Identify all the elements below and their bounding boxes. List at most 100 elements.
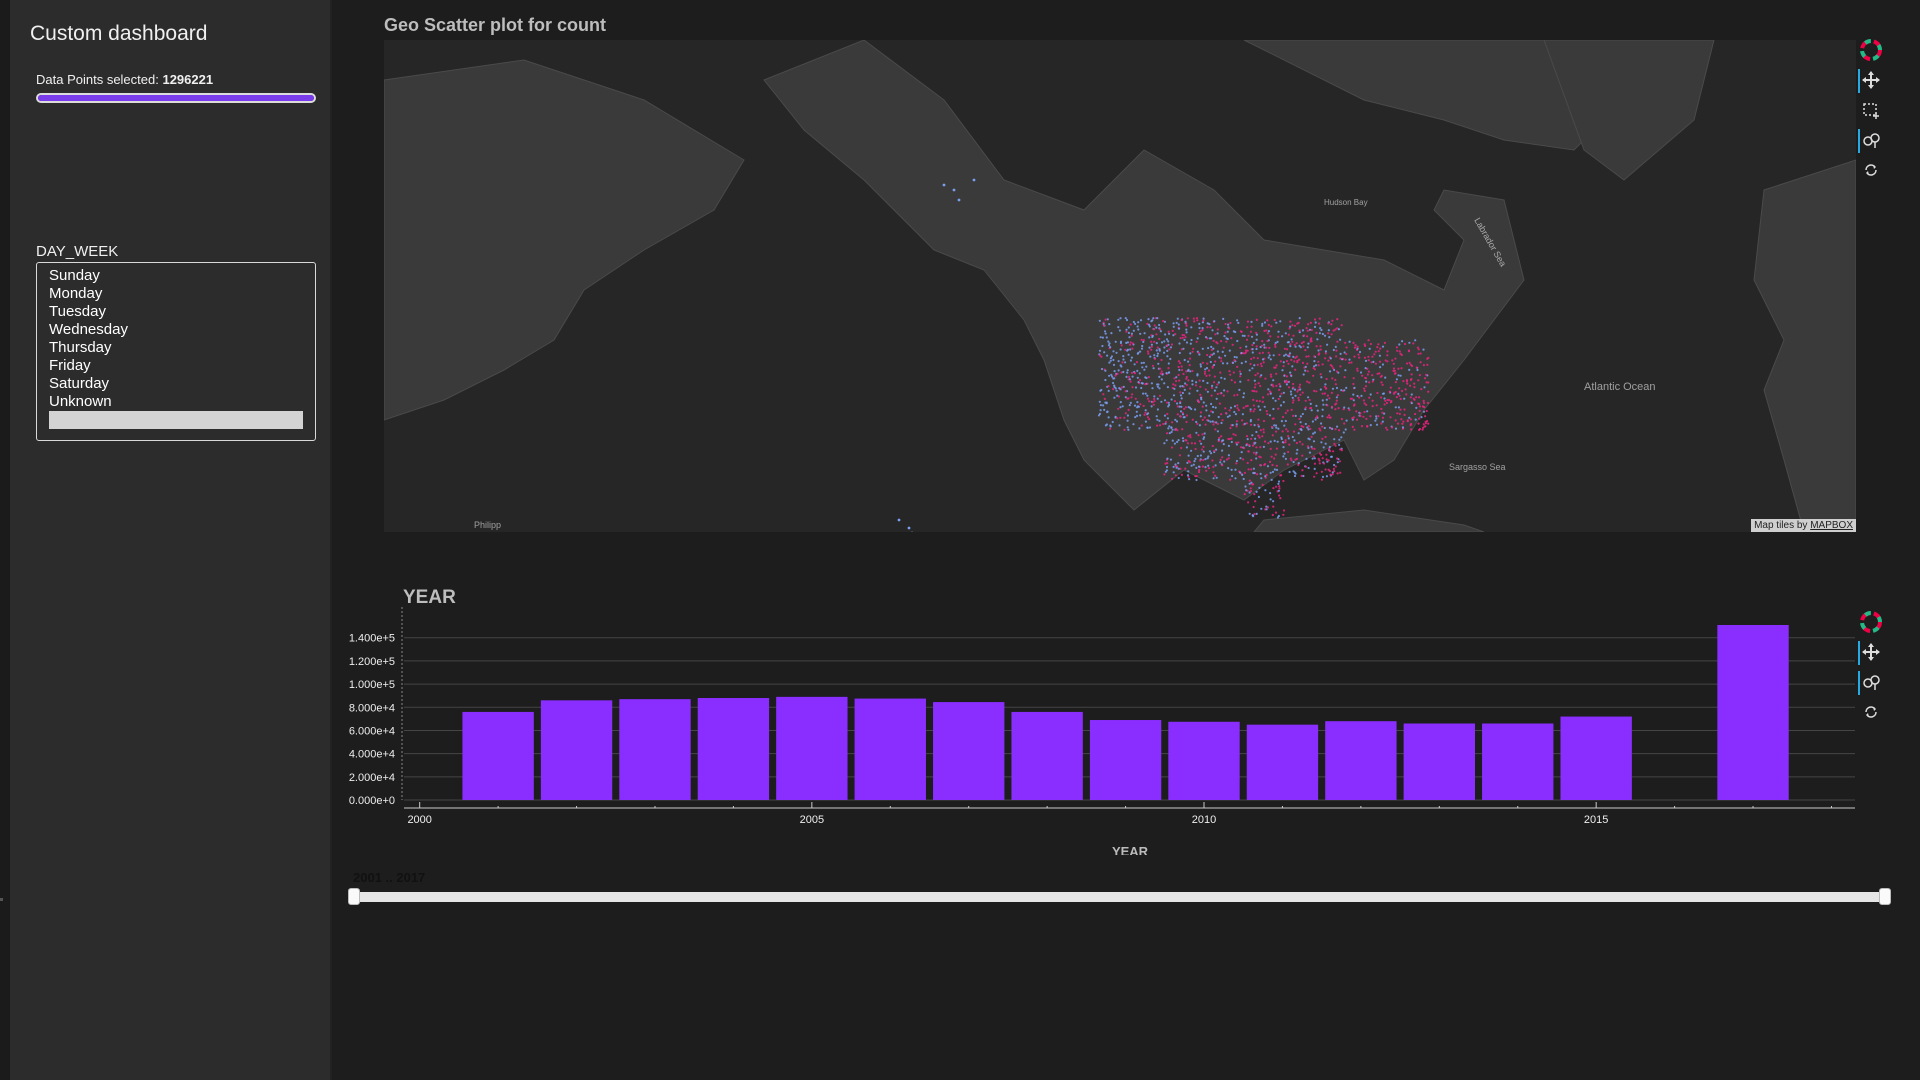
scatter-point: [1221, 464, 1224, 467]
scatter-point: [1304, 369, 1307, 372]
bar-2008[interactable]: [1011, 711, 1083, 800]
day-week-option[interactable]: Tuesday: [49, 303, 106, 320]
scatter-point: [1259, 408, 1262, 411]
pan-icon[interactable]: [1858, 67, 1884, 93]
scatter-point: [1144, 392, 1147, 395]
scatter-point: [1171, 477, 1174, 480]
scatter-point: [1213, 449, 1216, 452]
scatter-point: [1213, 363, 1216, 367]
bar-2011[interactable]: [1246, 724, 1319, 800]
day-week-option[interactable]: Monday: [49, 285, 103, 302]
scatter-point: [1293, 324, 1297, 327]
day-week-multiselect[interactable]: Sunday Monday Tuesday Wednesday Thursday Frid…: [36, 262, 316, 441]
scatter-point: [1294, 356, 1297, 359]
scatter-point: [1250, 325, 1253, 328]
reset-icon[interactable]: [1858, 699, 1884, 725]
scatter-point: [1198, 379, 1201, 382]
scatter-point: [1205, 367, 1209, 370]
scatter-point: [1259, 464, 1262, 467]
scatter-point: [1265, 473, 1268, 476]
scatter-point: [1219, 392, 1222, 395]
slider-handle-end[interactable]: [1879, 888, 1891, 905]
scatter-point: [1141, 382, 1144, 385]
bar-2010[interactable]: [1168, 721, 1240, 800]
scatter-point: [1296, 390, 1299, 393]
bar-2006[interactable]: [854, 698, 926, 800]
scatter-point: [1332, 367, 1335, 370]
scatter-point: [1315, 390, 1318, 393]
reset-icon[interactable]: [1858, 157, 1884, 183]
bar-2005[interactable]: [776, 696, 848, 800]
scatter-point: [1273, 468, 1276, 471]
box-select-icon[interactable]: [1858, 97, 1884, 123]
bar-2003[interactable]: [619, 699, 691, 800]
bokeh-logo-icon[interactable]: [1858, 37, 1884, 63]
scatter-point: [1153, 397, 1156, 401]
scatter-point: [1368, 347, 1371, 350]
europe-africa-shape: [1753, 159, 1856, 532]
scatter-point: [1130, 356, 1133, 359]
scatter-point: [1324, 468, 1327, 471]
y-tick-label: 0.000e+0: [349, 795, 395, 807]
day-week-option[interactable]: [49, 411, 303, 429]
scatter-point: [1206, 322, 1209, 325]
scatter-point: [1198, 326, 1201, 330]
bar-2007[interactable]: [933, 702, 1005, 800]
scatter-point: [1342, 408, 1345, 411]
scatter-point: [1235, 443, 1238, 446]
scatter-point: [1168, 348, 1171, 351]
scatter-point: [1261, 324, 1264, 327]
scatter-point: [1297, 321, 1300, 324]
day-week-option[interactable]: Thursday: [49, 339, 112, 356]
scatter-point: [1280, 420, 1283, 423]
scatter-point: [1175, 466, 1178, 469]
scatter-point: [1264, 489, 1267, 492]
wheel-zoom-icon[interactable]: [1858, 127, 1884, 153]
scatter-point: [1102, 324, 1106, 327]
scatter-point: [1309, 402, 1312, 405]
scatter-point: [1421, 428, 1424, 431]
bar-2017[interactable]: [1717, 625, 1789, 800]
wheel-zoom-icon[interactable]: [1858, 669, 1884, 695]
scatter-point: [1229, 321, 1232, 325]
scatter-point: [1340, 389, 1343, 392]
bar-2014[interactable]: [1482, 723, 1554, 800]
scatter-point: [1313, 325, 1317, 328]
scatter-point: [1214, 428, 1217, 431]
slider-handle-start[interactable]: [348, 888, 360, 905]
pan-icon[interactable]: [1858, 639, 1884, 665]
scatter-point: [1302, 425, 1305, 428]
bar-2013[interactable]: [1403, 723, 1475, 800]
scatter-point: [1409, 424, 1412, 427]
scatter-point: [1113, 377, 1116, 380]
scatter-point: [1300, 342, 1303, 345]
day-week-option[interactable]: Wednesday: [49, 321, 128, 338]
scatter-point: [1267, 442, 1270, 445]
bar-2001[interactable]: [462, 711, 534, 800]
attribution-link[interactable]: MAPBOX: [1810, 520, 1853, 531]
day-week-option[interactable]: Friday: [49, 357, 91, 374]
scatter-point: [1204, 336, 1208, 339]
geo-scatter-map[interactable]: Hudson Bay Atlantic Ocean Sargasso Sea P…: [384, 40, 1856, 532]
day-week-option[interactable]: Sunday: [49, 267, 100, 284]
bar-2009[interactable]: [1089, 720, 1162, 800]
scatter-point: [1206, 457, 1209, 460]
scatter-point: [1189, 436, 1192, 439]
year-range-slider[interactable]: [352, 892, 1887, 902]
day-week-option[interactable]: Saturday: [49, 375, 110, 392]
bokeh-logo-icon[interactable]: [1858, 609, 1884, 635]
scatter-point: [1220, 360, 1223, 363]
scatter-point: [1266, 465, 1270, 468]
scatter-point: [1323, 334, 1327, 337]
bar-2004[interactable]: [697, 698, 770, 800]
scatter-point: [1204, 458, 1207, 461]
bar-2002[interactable]: [540, 700, 613, 800]
bar-2015[interactable]: [1560, 716, 1632, 800]
scatter-point: [1119, 340, 1123, 343]
scatter-point: [1263, 321, 1267, 324]
scatter-point: [1400, 389, 1404, 393]
scatter-point: [1208, 355, 1211, 358]
year-bar-chart[interactable]: 0.000e+02.000e+44.000e+46.000e+48.000e+4…: [332, 605, 1872, 855]
day-week-option[interactable]: Unknown: [49, 393, 112, 410]
bar-2012[interactable]: [1325, 721, 1397, 800]
